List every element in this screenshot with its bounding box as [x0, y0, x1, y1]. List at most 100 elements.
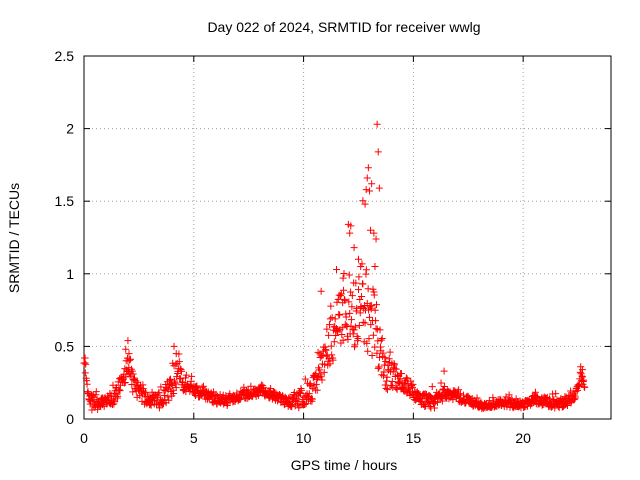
data-point	[288, 403, 296, 411]
data-point	[368, 302, 376, 310]
data-point	[364, 347, 372, 355]
data-point	[157, 383, 165, 391]
data-point	[175, 358, 183, 366]
data-point	[339, 336, 347, 344]
data-point	[485, 397, 493, 405]
y-tick-label: 2	[66, 121, 74, 137]
data-point	[375, 184, 383, 192]
data-point	[428, 383, 436, 391]
data-point	[114, 392, 122, 400]
data-point	[562, 401, 570, 409]
data-point	[128, 367, 136, 375]
data-point	[382, 384, 390, 392]
data-point	[336, 311, 344, 319]
data-point	[355, 322, 363, 330]
data-point	[392, 365, 400, 373]
data-point	[320, 368, 328, 376]
data-point	[170, 390, 178, 398]
data-point	[473, 394, 481, 402]
data-point	[373, 120, 381, 128]
data-point	[445, 395, 453, 403]
data-point	[428, 394, 436, 402]
data-point	[301, 375, 309, 383]
data-point	[346, 309, 354, 317]
data-point	[577, 363, 585, 371]
data-point	[301, 400, 309, 408]
data-point	[580, 376, 588, 384]
data-point	[357, 263, 365, 271]
data-point	[124, 337, 132, 345]
data-point	[363, 339, 371, 347]
data-point	[173, 373, 181, 381]
data-point	[330, 338, 338, 346]
data-point	[236, 395, 244, 403]
data-point	[329, 356, 337, 364]
data-point	[338, 330, 346, 338]
data-point	[313, 386, 321, 394]
data-point	[383, 373, 391, 381]
data-point	[182, 371, 190, 379]
data-point	[339, 274, 347, 282]
data-point	[386, 348, 394, 356]
data-point	[371, 306, 379, 314]
data-point	[126, 356, 134, 364]
data-point	[368, 180, 376, 188]
data-point	[170, 342, 178, 350]
data-point	[358, 293, 366, 300]
data-point	[340, 286, 348, 294]
data-point	[172, 350, 180, 358]
y-axis-label: SRMTID / TECUs	[6, 183, 22, 293]
data-point	[167, 375, 175, 383]
data-point	[145, 401, 153, 409]
data-point	[323, 325, 331, 333]
data-point	[438, 397, 446, 405]
data-point	[351, 341, 359, 349]
data-point	[372, 325, 380, 333]
data-point	[368, 351, 376, 359]
data-point	[372, 301, 380, 309]
data-point	[321, 361, 329, 369]
data-point	[335, 310, 343, 318]
data-point	[421, 390, 429, 398]
data-point	[370, 291, 378, 299]
data-point	[132, 377, 140, 385]
data-point	[328, 351, 336, 359]
data-point	[382, 357, 390, 365]
data-point	[333, 265, 341, 273]
axis-ticks: 0 5 10 15 20 0 0.5 1 1.5 2 2.5	[55, 48, 611, 446]
data-point	[347, 288, 355, 296]
data-point	[337, 290, 345, 298]
data-point	[161, 396, 169, 404]
data-point	[455, 386, 463, 394]
data-point	[398, 370, 406, 378]
data-point	[365, 313, 373, 321]
data-point	[381, 354, 389, 362]
data-point	[343, 323, 351, 331]
data-point	[297, 386, 305, 394]
data-point	[317, 373, 325, 381]
data-point	[161, 387, 169, 395]
y-tick-label: 0	[66, 411, 74, 427]
x-axis-label: GPS time / hours	[291, 457, 398, 473]
data-point	[352, 279, 360, 287]
data-point	[342, 313, 350, 321]
data-point	[93, 396, 101, 404]
y-tick-label: 0.5	[55, 338, 75, 354]
data-point	[353, 304, 361, 312]
data-point	[326, 360, 334, 368]
data-point	[111, 398, 119, 406]
data-point	[350, 326, 358, 334]
data-point	[437, 379, 445, 387]
data-point	[296, 388, 304, 396]
data-point	[327, 342, 335, 350]
data-point	[426, 403, 434, 411]
data-point	[374, 148, 382, 156]
plot-frame	[83, 55, 612, 420]
data-point	[172, 384, 180, 392]
data-point	[336, 292, 344, 300]
data-point	[564, 401, 572, 409]
y-tick-label: 1	[66, 266, 74, 282]
data-point	[372, 317, 380, 325]
data-point	[305, 390, 313, 398]
